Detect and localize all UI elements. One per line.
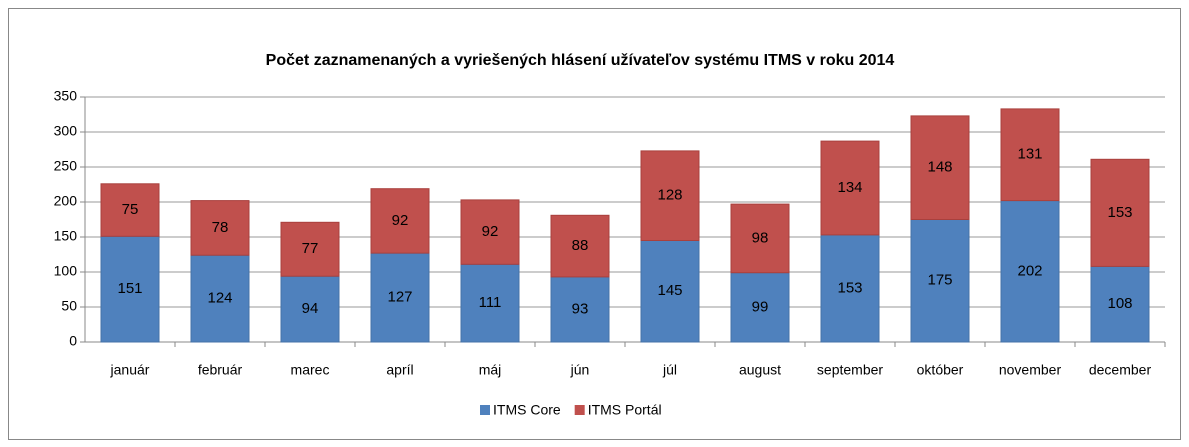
bar-segment bbox=[1000, 108, 1060, 202]
y-tick-label: 100 bbox=[54, 263, 78, 279]
data-label: 93 bbox=[572, 300, 589, 317]
data-label: 134 bbox=[837, 179, 862, 196]
data-label: 151 bbox=[117, 280, 142, 297]
y-tick-label: 250 bbox=[54, 158, 78, 174]
x-tick-label: marec bbox=[291, 362, 330, 378]
bar-segment bbox=[1090, 158, 1150, 267]
data-label: 145 bbox=[657, 282, 682, 299]
data-label: 108 bbox=[1107, 295, 1132, 312]
bar-segment bbox=[910, 219, 970, 343]
legend-swatch bbox=[574, 405, 585, 415]
bar-segment bbox=[460, 199, 520, 265]
y-tick-label: 150 bbox=[54, 228, 78, 244]
data-label: 127 bbox=[387, 289, 412, 306]
bar-segment bbox=[1000, 200, 1060, 343]
y-tick-label: 300 bbox=[54, 123, 78, 139]
data-label: 153 bbox=[1107, 204, 1132, 221]
x-tick-label: január bbox=[110, 362, 150, 378]
chart-title: Počet zaznamenaných a vyriešených hlásen… bbox=[266, 52, 895, 69]
bar-segment bbox=[640, 240, 700, 343]
bar-segment bbox=[640, 150, 700, 241]
bar-segment bbox=[550, 276, 610, 343]
bar-segment bbox=[730, 203, 790, 274]
bar-segment bbox=[280, 275, 340, 343]
data-label: 202 bbox=[1017, 262, 1042, 279]
bar-segment bbox=[910, 115, 970, 220]
bar-segment bbox=[190, 200, 250, 256]
x-tick-label: máj bbox=[479, 362, 502, 378]
data-label: 148 bbox=[927, 159, 952, 176]
data-label: 99 bbox=[752, 298, 769, 315]
bar-segment bbox=[370, 188, 430, 254]
y-tick-label: 0 bbox=[69, 333, 77, 349]
x-tick-label: august bbox=[739, 362, 781, 378]
bar-segment bbox=[280, 221, 340, 277]
x-tick-label: december bbox=[1089, 362, 1152, 378]
data-label: 94 bbox=[302, 300, 319, 317]
legend-swatch bbox=[480, 405, 490, 415]
y-tick-label: 200 bbox=[54, 193, 78, 209]
x-tick-label: september bbox=[817, 362, 883, 378]
data-label: 78 bbox=[212, 219, 229, 236]
bar-segment bbox=[100, 183, 160, 237]
data-label: 98 bbox=[752, 229, 769, 246]
data-label: 92 bbox=[392, 212, 409, 229]
x-tick-label: apríl bbox=[386, 362, 413, 378]
x-tick-label: február bbox=[198, 362, 243, 378]
bar-segment bbox=[460, 263, 520, 343]
y-tick-label: 350 bbox=[54, 88, 78, 104]
data-label: 124 bbox=[207, 290, 232, 307]
data-label: 92 bbox=[482, 223, 499, 240]
bar-segment bbox=[190, 254, 250, 343]
data-label: 128 bbox=[657, 187, 682, 204]
bar-segment bbox=[550, 214, 610, 278]
bar-segment bbox=[100, 235, 160, 343]
data-label: 131 bbox=[1017, 146, 1042, 163]
legend-label: ITMS Core bbox=[493, 402, 561, 418]
bar-segment bbox=[820, 140, 880, 236]
x-tick-label: júl bbox=[662, 362, 677, 378]
x-tick-label: jún bbox=[570, 362, 590, 378]
data-label: 153 bbox=[837, 279, 862, 296]
data-label: 75 bbox=[122, 201, 139, 218]
data-label: 88 bbox=[572, 237, 589, 254]
y-tick-label: 50 bbox=[61, 298, 77, 314]
x-tick-label: november bbox=[999, 362, 1062, 378]
bar-segment bbox=[1090, 265, 1150, 343]
data-label: 111 bbox=[479, 294, 502, 311]
data-label: 175 bbox=[927, 272, 952, 289]
x-tick-label: október bbox=[917, 362, 964, 378]
data-label: 77 bbox=[302, 240, 319, 257]
legend-label: ITMS Portál bbox=[588, 402, 662, 418]
